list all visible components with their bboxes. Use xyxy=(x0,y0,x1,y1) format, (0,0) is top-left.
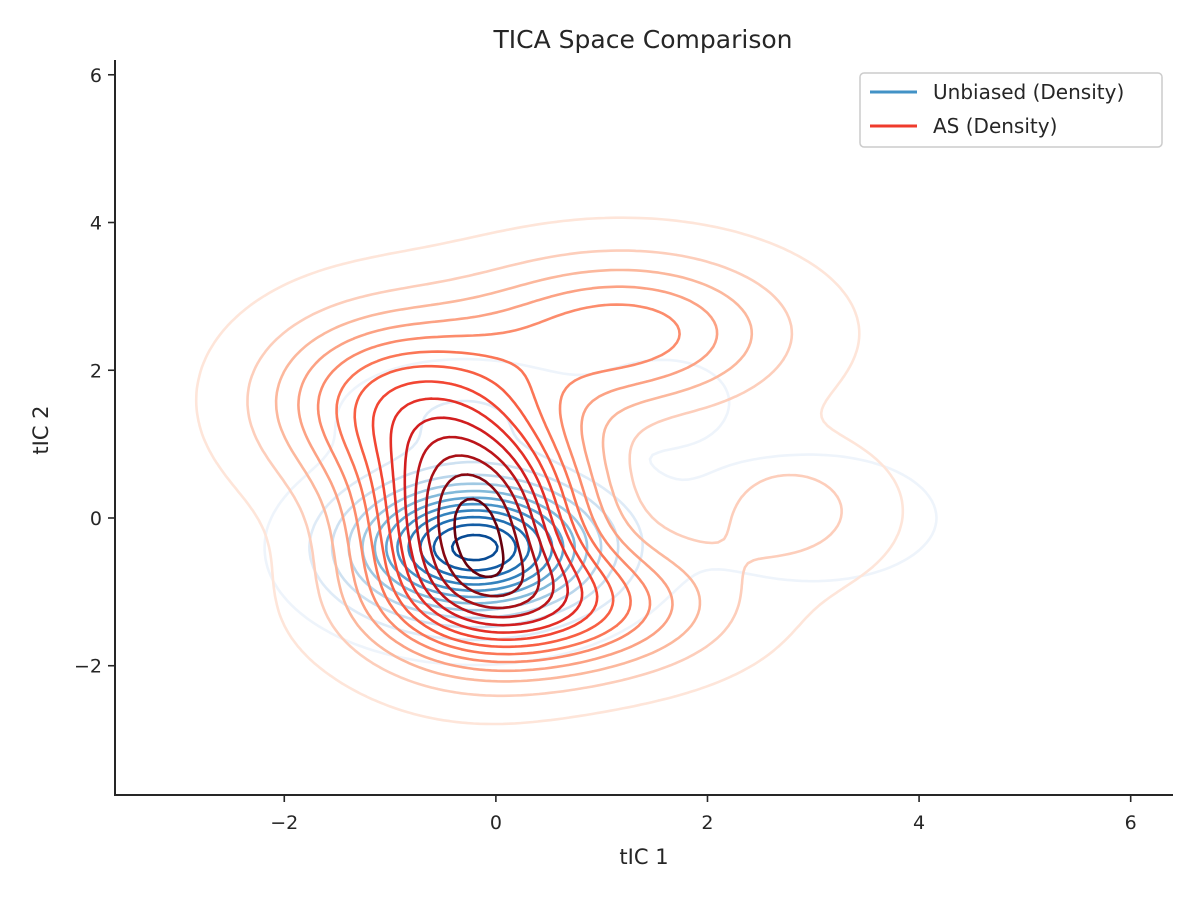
contour-level-1-11 xyxy=(414,435,555,619)
contour-layer xyxy=(194,216,938,726)
contour-series-1 xyxy=(194,216,905,726)
legend-label-unbiased: Unbiased (Density) xyxy=(933,80,1124,104)
contour-level-1-6 xyxy=(335,350,632,656)
chart-title: TICA Space Comparison xyxy=(493,25,793,54)
contour-level-0-6 xyxy=(373,489,576,605)
contour-level-1-4 xyxy=(297,285,719,673)
contour-level-1-1 xyxy=(194,216,905,726)
contour-level-1-5 xyxy=(316,303,681,664)
y-tick-label: −2 xyxy=(74,656,102,678)
axes xyxy=(114,60,1173,796)
x-tick-label: −2 xyxy=(270,812,298,834)
contour-level-1-3 xyxy=(274,268,754,683)
y-tick-label: 0 xyxy=(90,508,102,530)
x-tick-label: 0 xyxy=(490,812,502,834)
legend-frame xyxy=(859,72,1163,148)
x-tick-label: 6 xyxy=(1125,812,1137,834)
x-axis-label: tIC 1 xyxy=(619,845,668,869)
contour-level-1-2 xyxy=(246,249,843,698)
contour-level-1-7 xyxy=(353,364,615,649)
y-axis-label: tIC 2 xyxy=(29,405,53,454)
y-ticks: −2 0 2 4 6 xyxy=(74,65,115,678)
contour-level-0-7 xyxy=(385,496,565,599)
x-tick-label: 4 xyxy=(913,812,925,834)
x-ticks: −2 0 2 4 6 xyxy=(270,795,1137,834)
contour-level-1-12 xyxy=(425,454,541,610)
x-tick-label: 2 xyxy=(701,812,713,834)
y-tick-label: 4 xyxy=(90,213,102,235)
legend: Unbiased (Density) AS (Density) xyxy=(859,72,1163,148)
contour-level-1-13 xyxy=(437,473,525,598)
contour-level-0-12 xyxy=(450,533,499,562)
contour-level-1-14 xyxy=(453,497,505,579)
contour-level-1-9 xyxy=(389,397,584,634)
y-tick-label: 2 xyxy=(90,360,102,382)
y-tick-label: 6 xyxy=(90,65,102,87)
contour-level-1-8 xyxy=(371,380,599,641)
contour-level-1-10 xyxy=(403,416,569,627)
legend-label-as: AS (Density) xyxy=(933,114,1057,138)
